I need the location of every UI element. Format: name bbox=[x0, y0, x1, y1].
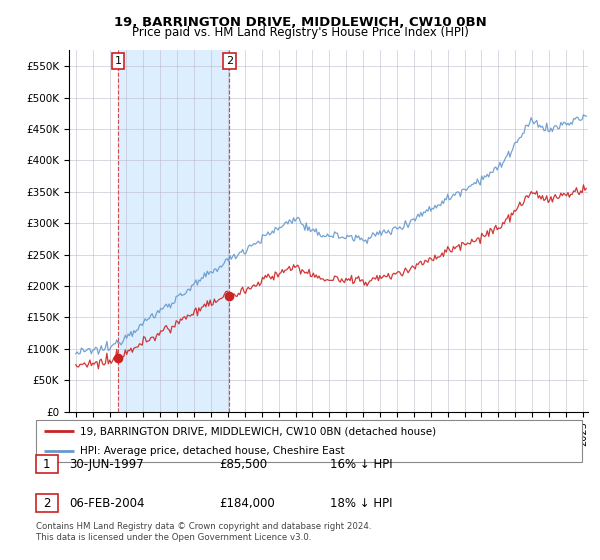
Text: Price paid vs. HM Land Registry's House Price Index (HPI): Price paid vs. HM Land Registry's House … bbox=[131, 26, 469, 39]
Text: 30-JUN-1997: 30-JUN-1997 bbox=[69, 458, 144, 471]
Text: 19, BARRINGTON DRIVE, MIDDLEWICH, CW10 0BN (detached house): 19, BARRINGTON DRIVE, MIDDLEWICH, CW10 0… bbox=[80, 426, 436, 436]
Text: 16% ↓ HPI: 16% ↓ HPI bbox=[330, 458, 392, 471]
Text: 1: 1 bbox=[43, 458, 50, 471]
Text: 19, BARRINGTON DRIVE, MIDDLEWICH, CW10 0BN: 19, BARRINGTON DRIVE, MIDDLEWICH, CW10 0… bbox=[113, 16, 487, 29]
Text: 1: 1 bbox=[115, 56, 122, 66]
Text: HPI: Average price, detached house, Cheshire East: HPI: Average price, detached house, Ches… bbox=[80, 446, 344, 456]
Text: 2: 2 bbox=[226, 56, 233, 66]
Text: 06-FEB-2004: 06-FEB-2004 bbox=[69, 497, 145, 510]
Text: £184,000: £184,000 bbox=[219, 497, 275, 510]
Text: 18% ↓ HPI: 18% ↓ HPI bbox=[330, 497, 392, 510]
Bar bbox=[118, 50, 229, 412]
Text: £85,500: £85,500 bbox=[219, 458, 267, 471]
Text: 2: 2 bbox=[43, 497, 50, 510]
Text: Contains HM Land Registry data © Crown copyright and database right 2024.
This d: Contains HM Land Registry data © Crown c… bbox=[36, 522, 371, 542]
